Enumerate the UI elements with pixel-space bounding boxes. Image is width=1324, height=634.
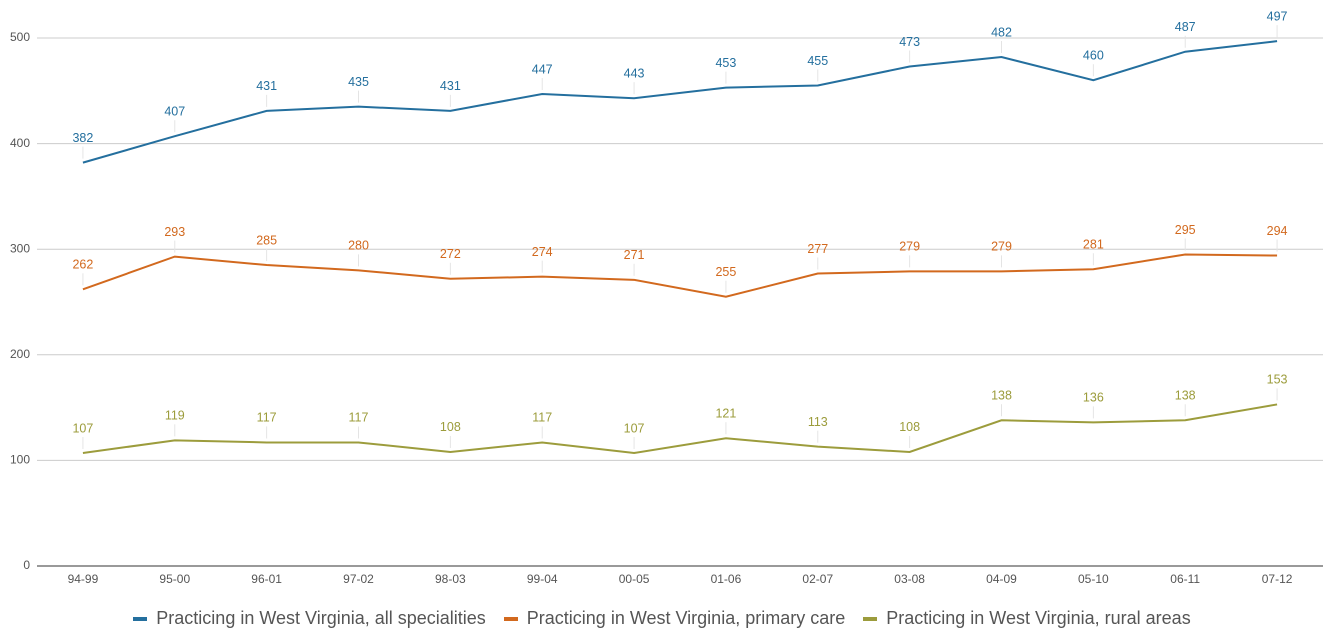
x-tick-label: 02-07 (802, 572, 833, 586)
legend-item: Practicing in West Virginia, primary car… (503, 608, 846, 629)
data-label: 431 (440, 79, 461, 93)
data-label: 382 (72, 131, 93, 145)
data-label: 117 (532, 411, 552, 425)
data-label: 295 (1175, 223, 1196, 237)
data-label: 447 (532, 62, 553, 76)
data-label: 279 (991, 240, 1012, 254)
legend-item: Practicing in West Virginia, all special… (133, 608, 486, 629)
data-label: 113 (808, 415, 828, 429)
data-label: 435 (348, 75, 369, 89)
legend-swatch (863, 616, 878, 621)
series-line (82, 253, 1278, 298)
series-line (82, 40, 1278, 164)
y-tick-label: 500 (10, 30, 30, 44)
data-label: 117 (257, 411, 277, 425)
data-label: 121 (715, 407, 736, 421)
y-tick-label: 200 (10, 347, 30, 361)
data-label: 255 (715, 265, 736, 279)
data-label: 117 (349, 411, 369, 425)
legend-label: Practicing in West Virginia, rural areas (886, 608, 1191, 628)
data-label: 262 (72, 258, 93, 272)
data-label: 453 (715, 56, 736, 70)
x-tick-label: 01-06 (711, 572, 742, 586)
x-tick-label: 96-01 (251, 572, 282, 586)
data-label: 473 (899, 35, 920, 49)
x-tick-label: 98-03 (435, 572, 466, 586)
legend: Practicing in West Virginia, all special… (0, 608, 1324, 629)
data-label: 119 (165, 409, 185, 423)
x-tick-label: 06-11 (1170, 572, 1200, 586)
y-tick-label: 0 (23, 558, 30, 572)
data-label: 138 (991, 389, 1012, 403)
x-tick-label: 95-00 (159, 572, 190, 586)
data-label: 277 (807, 242, 828, 256)
x-tick-label: 05-10 (1078, 572, 1109, 586)
data-label: 455 (807, 54, 828, 68)
data-label: 280 (348, 239, 369, 253)
data-label: 460 (1083, 49, 1104, 63)
data-label: 271 (624, 248, 645, 262)
data-label: 285 (256, 233, 277, 247)
data-label: 497 (1267, 9, 1288, 23)
data-label: 153 (1267, 373, 1288, 387)
data-label: 136 (1083, 391, 1104, 405)
y-tick-label: 300 (10, 241, 30, 255)
data-label: 281 (1083, 238, 1104, 252)
data-label: 293 (164, 225, 185, 239)
x-tick-label: 00-05 (619, 572, 650, 586)
x-tick-label: 07-12 (1262, 572, 1293, 586)
y-tick-label: 400 (10, 136, 30, 150)
data-label: 294 (1267, 224, 1288, 238)
data-label: 407 (164, 105, 185, 119)
data-label: 272 (440, 247, 461, 261)
series-line (82, 403, 1278, 455)
x-tick-label: 94-99 (68, 572, 99, 586)
x-tick-label: 99-04 (527, 572, 558, 586)
legend-label: Practicing in West Virginia, primary car… (526, 608, 846, 628)
x-tick-label: 03-08 (894, 572, 925, 586)
data-label: 108 (899, 420, 920, 434)
data-label: 482 (991, 25, 1012, 39)
data-label: 107 (72, 421, 93, 435)
data-label: 107 (624, 421, 645, 435)
data-label: 279 (899, 240, 920, 254)
legend-label: Practicing in West Virginia, all special… (156, 608, 486, 628)
y-tick-label: 100 (10, 453, 30, 467)
data-label: 487 (1175, 20, 1196, 34)
x-tick-label: 04-09 (986, 572, 1017, 586)
x-tick-label: 97-02 (343, 572, 374, 586)
chart: 0 100 200 300 400 500 94-99 95-00 96-01 97-02 98-0… (10, 9, 1323, 586)
data-label: 108 (440, 420, 461, 434)
legend-swatch (133, 616, 148, 621)
data-label: 431 (256, 79, 277, 93)
legend-item: Practicing in West Virginia, rural areas (863, 608, 1191, 629)
data-label: 443 (624, 66, 645, 80)
data-label: 138 (1175, 389, 1196, 403)
data-label: 274 (532, 245, 553, 259)
legend-swatch (503, 616, 518, 621)
